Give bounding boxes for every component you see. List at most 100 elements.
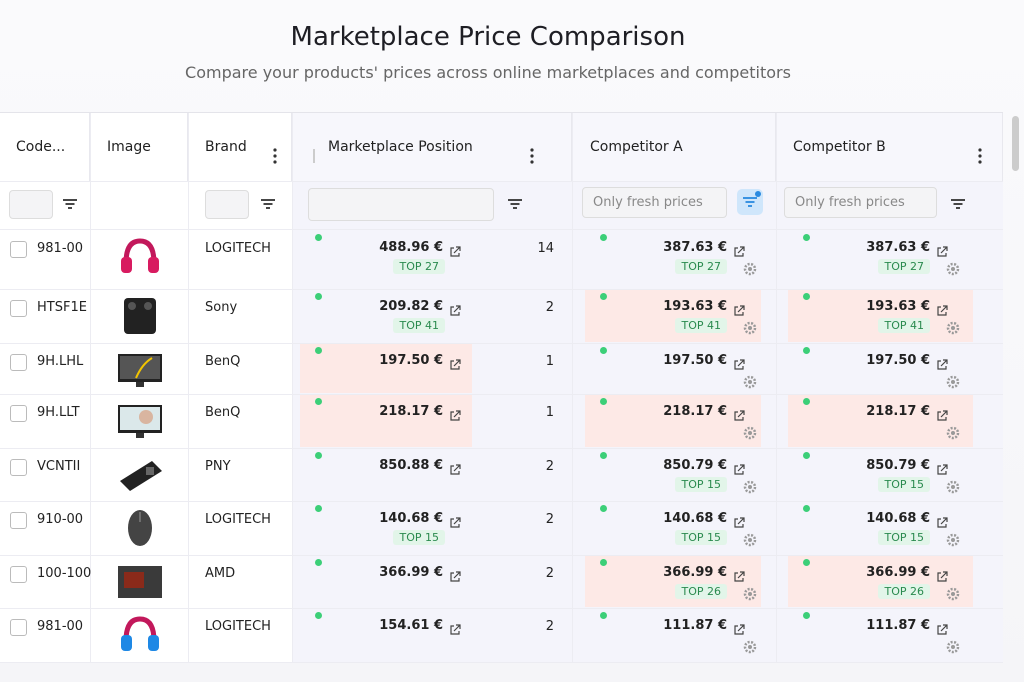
open-link[interactable] [936,621,948,635]
settings[interactable] [743,586,757,601]
price-highlight [300,395,472,447]
link-icon [937,624,948,635]
open-link[interactable] [449,514,461,528]
fresh-indicator [803,505,810,512]
link-icon [937,246,948,257]
product-brand: BenQ [205,405,241,420]
product-image [116,292,164,340]
row-divider [0,608,1003,609]
column-menu[interactable] [272,148,278,164]
open-link[interactable] [936,302,948,316]
settings[interactable] [743,639,757,654]
gear-icon [946,640,960,654]
filter-input[interactable]: Only fresh prices [784,187,937,218]
settings[interactable] [743,261,757,276]
column-menu[interactable] [977,148,983,164]
filter-icon [743,191,761,207]
row-divider [0,229,1003,230]
settings[interactable] [946,374,960,389]
row-divider [0,555,1003,556]
fresh-indicator [600,505,607,512]
price: 111.87 € [866,618,930,633]
settings[interactable] [946,586,960,601]
product-code: 981-00 [37,241,84,256]
open-link[interactable] [733,243,745,257]
settings[interactable] [743,320,757,335]
filter-input[interactable]: Only fresh prices [582,187,727,218]
settings[interactable] [946,425,960,440]
column-divider [776,113,777,663]
open-link[interactable] [733,302,745,316]
settings[interactable] [946,532,960,547]
filter-input[interactable] [205,190,249,219]
row-checkbox[interactable] [10,300,27,317]
settings[interactable] [743,425,757,440]
open-link[interactable] [936,461,948,475]
open-link[interactable] [449,461,461,475]
fresh-indicator [803,452,810,459]
rank-badge: TOP 15 [675,477,727,492]
filter-input[interactable] [9,190,53,219]
row-checkbox[interactable] [10,566,27,583]
product-thumb [121,238,159,273]
row-checkbox[interactable] [10,619,27,636]
settings[interactable] [946,639,960,654]
open-link[interactable] [733,461,745,475]
scrollbar[interactable] [1012,116,1019,171]
rank-badge: TOP 41 [393,318,445,333]
open-link[interactable] [449,407,461,421]
price: 197.50 € [379,353,443,368]
open-link[interactable] [733,514,745,528]
link-icon [450,246,461,257]
open-link[interactable] [449,356,461,370]
open-link[interactable] [733,568,745,582]
row-divider [0,448,1003,449]
row-checkbox[interactable] [10,512,27,529]
settings[interactable] [743,532,757,547]
open-link[interactable] [936,568,948,582]
open-link[interactable] [449,302,461,316]
rank-badge: TOP 15 [878,477,930,492]
open-link[interactable] [449,243,461,257]
row-checkbox[interactable] [10,241,27,258]
filter-button[interactable] [502,191,528,217]
settings[interactable] [743,374,757,389]
open-link[interactable] [936,407,948,421]
filter-button[interactable] [737,189,763,215]
link-icon [450,359,461,370]
filter-input[interactable] [308,188,494,221]
price: 218.17 € [379,404,443,419]
column-menu[interactable] [529,148,535,164]
open-link[interactable] [449,621,461,635]
fresh-indicator [600,398,607,405]
open-link[interactable] [733,407,745,421]
menu-icon [530,148,534,164]
fresh-indicator [803,559,810,566]
open-link[interactable] [936,514,948,528]
open-link[interactable] [733,621,745,635]
filter-button[interactable] [945,191,971,217]
open-link[interactable] [936,243,948,257]
filter-button[interactable] [57,191,83,217]
open-link[interactable] [936,356,948,370]
price: 366.99 € [663,565,727,580]
column-divider [292,113,293,663]
column-header: Brand [188,113,292,181]
rank-badge: TOP 27 [393,259,445,274]
link-icon [734,517,745,528]
filter-icon [261,199,275,209]
filter-button[interactable] [255,191,281,217]
settings[interactable] [946,261,960,276]
price: 197.50 € [663,353,727,368]
product-image [116,346,164,394]
open-link[interactable] [733,356,745,370]
row-checkbox[interactable] [10,459,27,476]
settings[interactable] [946,479,960,494]
settings[interactable] [946,320,960,335]
link-icon [734,246,745,257]
settings[interactable] [743,479,757,494]
row-checkbox[interactable] [10,405,27,422]
product-brand: PNY [205,459,231,474]
row-checkbox[interactable] [10,354,27,371]
open-link[interactable] [449,568,461,582]
